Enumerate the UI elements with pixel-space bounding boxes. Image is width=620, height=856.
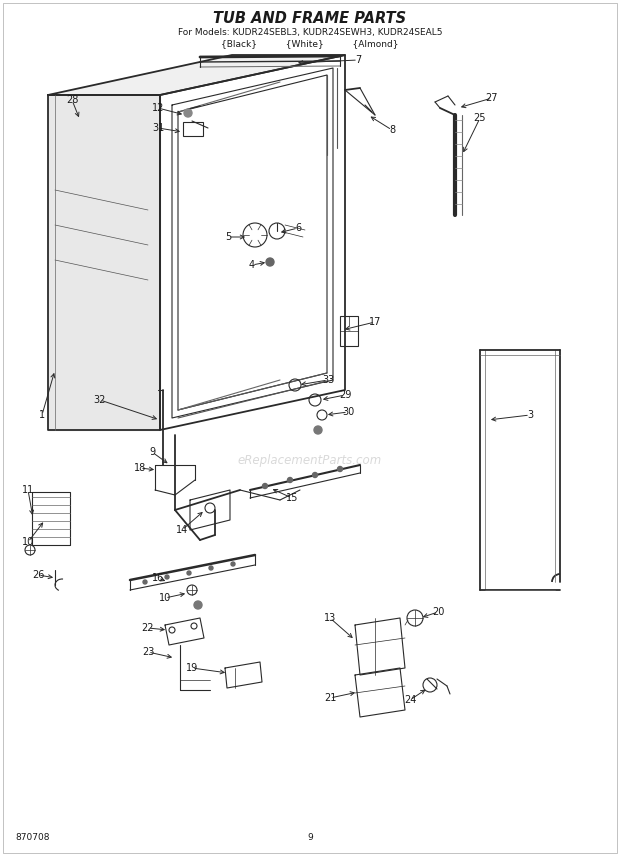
Text: 21: 21: [324, 693, 336, 703]
Text: 22: 22: [142, 623, 154, 633]
Text: 20: 20: [432, 607, 444, 617]
Text: 15: 15: [286, 493, 298, 503]
Text: 1: 1: [39, 410, 45, 420]
Circle shape: [194, 601, 202, 609]
Text: 14: 14: [176, 525, 188, 535]
Text: 16: 16: [152, 573, 164, 583]
Circle shape: [165, 575, 169, 579]
Text: 5: 5: [225, 232, 231, 242]
Circle shape: [143, 580, 147, 584]
Text: 7: 7: [355, 55, 361, 65]
Text: 3: 3: [527, 410, 533, 420]
Circle shape: [209, 566, 213, 570]
Circle shape: [184, 109, 192, 117]
Circle shape: [231, 562, 235, 566]
Text: 27: 27: [485, 93, 498, 103]
Text: 28: 28: [66, 95, 78, 105]
Circle shape: [314, 426, 322, 434]
Text: 9: 9: [149, 447, 155, 457]
Text: 29: 29: [339, 390, 351, 400]
Text: 11: 11: [22, 485, 34, 495]
Circle shape: [337, 467, 342, 472]
Text: 17: 17: [369, 317, 381, 327]
Circle shape: [187, 571, 191, 575]
Circle shape: [262, 484, 267, 489]
Text: 30: 30: [342, 407, 354, 417]
Circle shape: [312, 473, 317, 478]
Polygon shape: [48, 55, 345, 95]
Text: {Black}          {White}          {Almond}: {Black} {White} {Almond}: [221, 39, 399, 49]
Text: 870708: 870708: [15, 834, 50, 842]
Text: TUB AND FRAME PARTS: TUB AND FRAME PARTS: [213, 10, 407, 26]
Text: 31: 31: [152, 123, 164, 133]
Text: 23: 23: [142, 647, 154, 657]
Text: For Models: KUDR24SEBL3, KUDR24SEWH3, KUDR24SEAL5: For Models: KUDR24SEBL3, KUDR24SEWH3, KU…: [178, 27, 442, 37]
Text: 26: 26: [32, 570, 44, 580]
Text: 4: 4: [249, 260, 255, 270]
Text: 6: 6: [295, 223, 301, 233]
Text: 24: 24: [404, 695, 416, 705]
Text: 12: 12: [152, 103, 164, 113]
Text: 9: 9: [307, 834, 313, 842]
Text: 32: 32: [94, 395, 106, 405]
Polygon shape: [48, 95, 160, 430]
Text: 19: 19: [186, 663, 198, 673]
Circle shape: [266, 258, 274, 266]
Text: eReplacementParts.com: eReplacementParts.com: [238, 454, 382, 467]
Text: 8: 8: [389, 125, 395, 135]
Text: 33: 33: [322, 375, 334, 385]
Text: 18: 18: [134, 463, 146, 473]
Bar: [340, 316, 358, 346]
Circle shape: [288, 478, 293, 483]
Bar: [183, 122, 203, 136]
Text: 10: 10: [22, 537, 34, 547]
Text: 25: 25: [474, 113, 486, 123]
Text: 10: 10: [159, 593, 171, 603]
Text: 13: 13: [324, 613, 336, 623]
